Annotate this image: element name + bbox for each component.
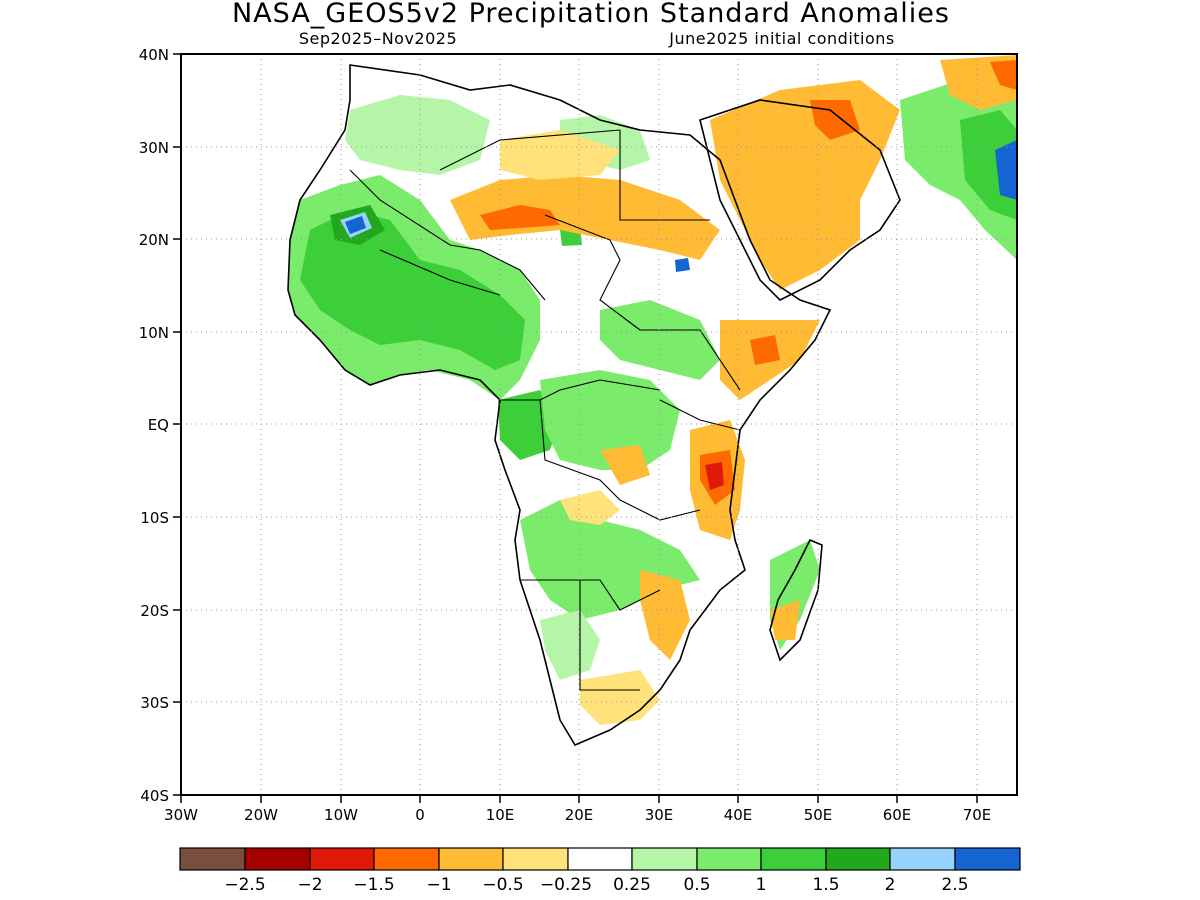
lat-tick-label: 30N xyxy=(139,139,169,157)
season-label: Sep2025–Nov2025 xyxy=(299,29,457,48)
lon-tick-label: 20W xyxy=(244,806,278,824)
colorbar-swatch xyxy=(760,847,827,871)
colorbar-label: 0.5 xyxy=(683,875,710,895)
colorbar-label: 2.5 xyxy=(941,875,968,895)
colorbar-swatch xyxy=(567,847,633,871)
colorbar-label: 0.25 xyxy=(613,875,651,895)
lon-tick-label: 30E xyxy=(645,806,674,824)
madagascar xyxy=(769,538,823,662)
dry-anomaly-layer xyxy=(450,55,1017,725)
lat-axis: 40N 30N 20N 10N EQ 10S 20S 30S 40S xyxy=(139,46,181,805)
lon-tick-label: 20E xyxy=(565,806,594,824)
lon-tick-label: 30W xyxy=(164,806,198,824)
map-layers xyxy=(287,54,1017,747)
country-borders xyxy=(349,129,741,691)
map-title: NASA_GEOS5v2 Precipitation Standard Anom… xyxy=(232,0,950,29)
colorbar-swatch xyxy=(954,847,1021,871)
arabia-coastline xyxy=(699,99,901,301)
lat-tick-label: 20N xyxy=(139,231,169,249)
wet-anomaly-layer xyxy=(288,80,1017,680)
colorbar: −2.5 −2 −1.5 −1 −0.5 −0.25 0.25 0.5 1 1.… xyxy=(179,847,1021,895)
lat-tick-label: 40N xyxy=(139,46,169,64)
colorbar-label: −0.5 xyxy=(482,875,523,895)
colorbar-label: −2.5 xyxy=(224,875,265,895)
lon-tick-label: 10E xyxy=(486,806,515,824)
colorbar-label: −1.5 xyxy=(353,875,394,895)
colorbar-swatch xyxy=(438,847,504,871)
colorbar-swatch xyxy=(502,847,569,871)
colorbar-label: 2 xyxy=(885,875,896,895)
lon-tick-label: 40E xyxy=(724,806,753,824)
lat-tick-label: EQ xyxy=(148,416,169,434)
lon-tick-label: 70E xyxy=(963,806,992,824)
colorbar-swatch xyxy=(889,847,956,871)
colorbar-swatches xyxy=(179,847,1021,871)
lat-tick-label: 40S xyxy=(140,787,169,805)
colorbar-swatch xyxy=(309,847,375,871)
lat-tick-label: 10N xyxy=(139,324,169,342)
colorbar-labels: −2.5 −2 −1.5 −1 −0.5 −0.25 0.25 0.5 1 1.… xyxy=(224,875,968,895)
lat-tick-label: 30S xyxy=(140,694,169,712)
africa-coastline xyxy=(287,64,832,747)
lon-tick-label: 50E xyxy=(804,806,833,824)
colorbar-swatch xyxy=(631,847,698,871)
initial-conditions-label: June2025 initial conditions xyxy=(668,29,895,48)
lat-tick-label: 10S xyxy=(140,509,169,527)
colorbar-label: 1.5 xyxy=(812,875,839,895)
colorbar-label: −0.25 xyxy=(540,875,592,895)
lon-axis: 30W 20W 10W 0 10E 20E 30E 40E 50E 60E 70… xyxy=(164,795,991,824)
colorbar-swatch xyxy=(825,847,891,871)
colorbar-swatch xyxy=(373,847,440,871)
lat-tick-label: 20S xyxy=(140,602,169,620)
gridlines xyxy=(181,54,1017,795)
colorbar-swatch xyxy=(244,847,311,871)
lon-tick-label: 10W xyxy=(324,806,358,824)
colorbar-label: −1 xyxy=(426,875,451,895)
colorbar-swatch xyxy=(179,847,246,871)
lon-tick-label: 60E xyxy=(883,806,912,824)
colorbar-label: −2 xyxy=(297,875,322,895)
colorbar-label: 1 xyxy=(756,875,767,895)
lon-tick-label: 0 xyxy=(415,806,425,824)
colorbar-swatch xyxy=(696,847,762,871)
